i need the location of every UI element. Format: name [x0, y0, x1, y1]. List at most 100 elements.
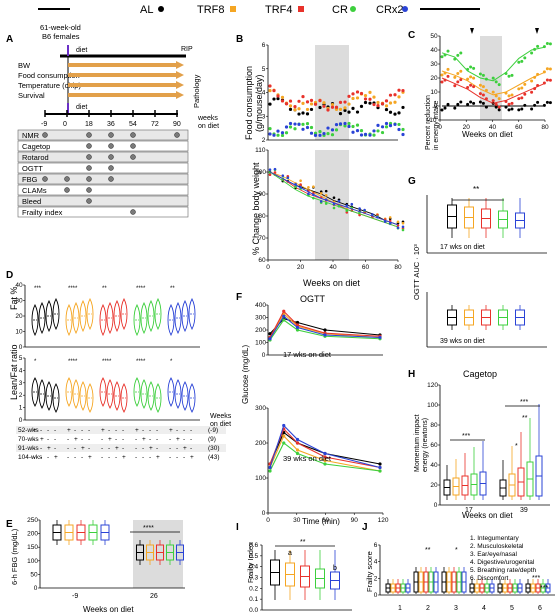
y-tick-label: 2: [374, 575, 378, 582]
d-row-mark: -: [40, 454, 42, 461]
food-point: [372, 129, 376, 133]
d-row-mark: -: [142, 445, 144, 452]
y-tick-label: 50: [430, 33, 438, 40]
panel-a-diet-label: diet: [76, 47, 87, 54]
food-point: [380, 130, 385, 135]
significance-label: *: [170, 359, 173, 365]
d-row-mark: -: [176, 454, 178, 461]
j-category-label: 5: [510, 605, 514, 612]
energy-point: [517, 60, 521, 64]
food-point: [318, 130, 322, 134]
ogtt-point: [282, 318, 286, 322]
assay-row: [17, 195, 189, 207]
j-significance: ***: [532, 575, 540, 582]
food-point: [401, 132, 405, 137]
d-row-mark: -: [108, 427, 110, 434]
arrow-marker-icon: [535, 28, 539, 34]
d-row-mark: +: [156, 454, 160, 461]
j-category-label: 3: [454, 605, 458, 612]
d-row-weeks: (30): [208, 445, 220, 452]
energy-point: [507, 94, 511, 98]
food-point: [355, 96, 360, 100]
energy-point: [548, 67, 552, 71]
d-row-label: 70-wks: [18, 436, 39, 443]
food-point: [313, 102, 318, 106]
food-point: [322, 104, 326, 108]
panel-f-bottom-note: 39 wks on diet: [283, 454, 332, 463]
timeline-bar: [68, 83, 176, 87]
d-row-mark: -: [74, 454, 76, 461]
food-point: [330, 105, 335, 109]
panel-g-ylabel: OGTT AUC · 10³: [412, 244, 421, 300]
energy-point: [530, 51, 534, 55]
assay-row: [17, 129, 189, 141]
food-point: [318, 105, 322, 110]
energy-point: [456, 53, 460, 57]
assay-dot: [108, 176, 114, 182]
food-point: [330, 133, 335, 137]
d-row-mark: -: [74, 427, 76, 434]
food-point: [280, 99, 285, 103]
d-row-mark: +: [74, 436, 78, 443]
food-point: [338, 100, 343, 104]
food-point: [388, 110, 393, 114]
j-category-label: 1: [398, 605, 402, 612]
energy-point: [520, 59, 524, 63]
y-tick-label: 20: [15, 313, 23, 320]
i-significance: **: [300, 539, 306, 546]
x-tick-label: 80: [541, 124, 549, 131]
y-tick-label: 20: [430, 482, 438, 489]
assay-label: Rotarod: [22, 153, 49, 162]
energy-point: [491, 90, 495, 94]
violin-shape: [147, 300, 155, 332]
panel-b-bottom-shade: [315, 150, 349, 260]
energy-point: [469, 83, 473, 87]
energy-point: [491, 76, 495, 80]
energy-point: [440, 73, 444, 77]
legend: AL TRF8 TRF4 CR CRx2: [38, 4, 480, 16]
legend-label-trf4: TRF4: [265, 4, 293, 16]
panel-h-ylabel: Momentum impact energy (newtons): [414, 412, 429, 472]
bodyweight-point: [345, 204, 349, 207]
food-point: [280, 133, 285, 138]
energy-point: [548, 42, 552, 46]
d-row-mark: -: [169, 445, 171, 452]
energy-point: [469, 100, 473, 104]
significance-label: ****: [68, 359, 78, 365]
food-point: [401, 127, 405, 132]
food-point: [397, 88, 401, 92]
food-point: [347, 124, 351, 129]
h-category-label: 39: [520, 507, 528, 514]
food-point: [355, 123, 360, 127]
y-tick-label: 0.4: [249, 564, 258, 571]
assay-dot: [108, 154, 114, 160]
assay-row: [17, 184, 189, 196]
ogtt-point: [323, 462, 327, 466]
panel-label-c: C: [408, 30, 415, 41]
d-row-mark: -: [81, 427, 83, 434]
violin-shape: [99, 377, 107, 407]
panel-f-ylabel: Glucose (mg/dL): [241, 345, 250, 404]
i-annotation: a: [288, 550, 292, 557]
x-tick-label: 0: [266, 517, 270, 524]
food-point: [288, 104, 293, 108]
ogtt-point: [268, 337, 272, 341]
x-tick-label: 0: [266, 264, 270, 271]
food-point: [343, 108, 347, 113]
food-point: [368, 97, 372, 101]
violin-shape: [188, 298, 196, 330]
d-row-mark: -: [169, 454, 171, 461]
e-category-label: 26: [150, 593, 158, 600]
d-row-mark: -: [33, 436, 35, 443]
energy-point: [491, 99, 495, 103]
week-tick-label: 18: [85, 121, 93, 128]
food-point: [313, 133, 318, 138]
food-point: [397, 95, 401, 99]
violin-shape: [181, 300, 189, 332]
panel-label-j: J: [362, 522, 368, 533]
violin-shape: [86, 383, 94, 413]
energy-point: [478, 92, 482, 96]
significance-label: *: [34, 359, 37, 365]
y-tick-label: 0: [19, 417, 23, 424]
